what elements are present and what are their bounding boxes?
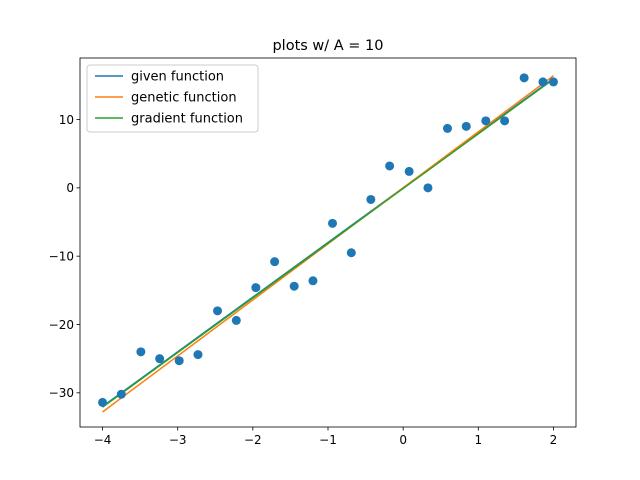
chart-title: plots w/ A = 10 xyxy=(272,38,383,54)
y-axis: −30 −20 −10 0 10 xyxy=(49,113,80,400)
scatter-point xyxy=(423,183,433,193)
scatter-point xyxy=(366,194,376,204)
scatter-point xyxy=(116,389,126,399)
y-tick-label: 10 xyxy=(59,113,74,127)
scatter-point xyxy=(328,218,338,228)
scatter-point xyxy=(461,121,471,131)
y-tick-label: −10 xyxy=(49,249,74,263)
legend-entry-label: gradient function xyxy=(131,112,243,127)
scatter-point xyxy=(346,248,356,258)
scatter-point xyxy=(308,276,318,286)
scatter-point xyxy=(98,397,108,407)
x-tick-label: −2 xyxy=(244,433,262,447)
series-line-gradient-function xyxy=(102,78,554,408)
y-tick-label: −30 xyxy=(49,386,74,400)
y-tick-label: −20 xyxy=(49,318,74,332)
x-tick-label: 1 xyxy=(474,433,482,447)
scatter-point xyxy=(251,283,261,293)
scatter-point xyxy=(213,306,223,316)
scatter-point xyxy=(442,123,452,133)
scatter-point xyxy=(385,161,395,171)
scatter-point xyxy=(174,356,184,366)
scatter-point xyxy=(404,166,414,176)
legend-entry-label: genetic function xyxy=(131,91,237,106)
x-tick-label: −4 xyxy=(94,433,112,447)
y-tick-label: 0 xyxy=(66,181,74,195)
scatter-points xyxy=(98,73,558,407)
scatter-point xyxy=(270,257,280,267)
x-tick-label: 2 xyxy=(550,433,558,447)
legend-box xyxy=(86,64,259,133)
scatter-point xyxy=(193,350,203,360)
x-tick-label: −1 xyxy=(319,433,337,447)
scatter-point xyxy=(500,116,510,126)
scatter-point xyxy=(231,315,241,325)
scatter-point xyxy=(538,77,548,87)
x-tick-label: 0 xyxy=(399,433,407,447)
scatter-point xyxy=(481,116,491,126)
x-tick-label: −3 xyxy=(169,433,187,447)
series-lines xyxy=(102,75,554,413)
x-axis: −4 −3 −2 −1 0 1 2 xyxy=(94,427,558,447)
scatter-point xyxy=(548,77,558,87)
scatter-point xyxy=(155,354,165,364)
legend: given function genetic function gradient f… xyxy=(86,64,259,133)
scatter-point xyxy=(136,347,146,357)
legend-entry-label: given function xyxy=(131,70,224,85)
scatter-point xyxy=(289,281,299,291)
scatter-point xyxy=(519,73,529,83)
